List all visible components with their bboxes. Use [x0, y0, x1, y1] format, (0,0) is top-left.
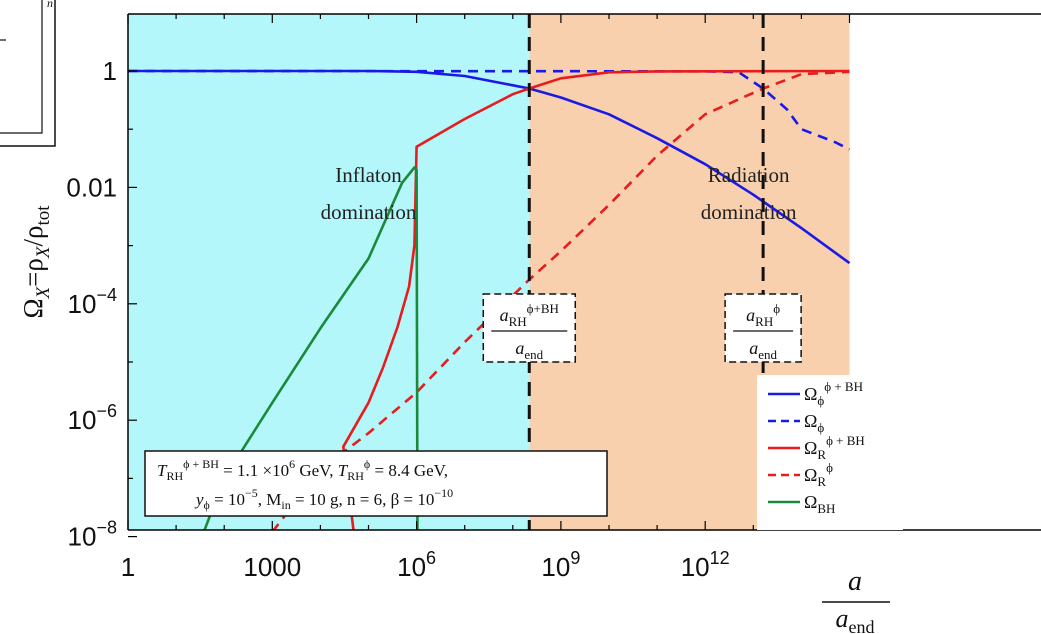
parameter-box: TRHϕ + BH = 1.1 ×106 GeV, TRHϕ = 8.4 GeV… — [144, 450, 608, 517]
inset-corner-text: n — [47, 0, 53, 10]
x-axis-title-num: a — [848, 566, 862, 597]
reheating-labels: aRHϕ+BH aend aRHϕ aend — [482, 293, 802, 363]
reheating-label-box-0 — [482, 293, 577, 363]
x-tick-label: 1000 — [243, 552, 301, 582]
y-tick-label: 10−8 — [68, 518, 117, 552]
x-tick-label: 106 — [397, 548, 436, 582]
inset-corner-inner — [0, 0, 43, 134]
reheating-label-den: aend — [749, 338, 777, 362]
region-label-line1: Inflaton — [335, 163, 402, 187]
region-label-line2: domination — [321, 200, 417, 224]
y-tick-label: 1 — [103, 56, 117, 86]
background-regions — [128, 14, 850, 530]
reheating-label-den: aend — [515, 338, 543, 362]
y-tick-label: 10−4 — [68, 285, 117, 319]
legend-box — [757, 375, 903, 530]
parameter-line-2: yϕ = 10−5, Min = 10 g, n = 6, β = 10−10 — [194, 486, 453, 512]
reheating-label-box-1 — [724, 293, 802, 363]
axis-titles: a aend ΩX=ρX/ρtot — [18, 205, 890, 634]
y-tick-label: 0.01 — [66, 172, 117, 202]
region-label-line2: domination — [701, 200, 797, 224]
legend-entry-2: ΩRϕ + BH — [804, 433, 865, 462]
region-label-line1: Radiation — [708, 163, 790, 187]
inset-corner-frame — [0, 0, 56, 147]
region-labels: Inflaton domination Radiation domination — [321, 163, 797, 224]
region-inflaton — [128, 14, 530, 530]
parameter-box-frame — [144, 450, 608, 517]
legend-entry-3: ΩRϕ — [804, 460, 833, 489]
legend-entry-4: ΩBH — [804, 492, 835, 516]
reheating-label-num: aRHϕ — [746, 301, 780, 329]
legend-entry-0: Ωϕϕ + BH — [804, 379, 863, 408]
series-line-2 — [342, 69, 850, 530]
x-tick-label: 109 — [541, 548, 580, 582]
x-tick-label: 1 — [121, 552, 135, 582]
y-axis-title: ΩX=ρX/ρtot — [18, 205, 54, 319]
inset-corner: n — [0, 0, 56, 147]
x-tick-label: 1012 — [681, 548, 730, 582]
legend-entry-1: Ωϕ — [804, 411, 824, 435]
reheating-lines — [527, 14, 765, 530]
parameter-line-1: TRHϕ + BH = 1.1 ×106 GeV, TRHϕ = 8.4 GeV… — [157, 457, 448, 483]
x-axis-title-den: aend — [836, 604, 875, 634]
reheating-label-num: aRHϕ+BH — [500, 301, 559, 329]
y-tick-label: 10−6 — [68, 401, 117, 435]
